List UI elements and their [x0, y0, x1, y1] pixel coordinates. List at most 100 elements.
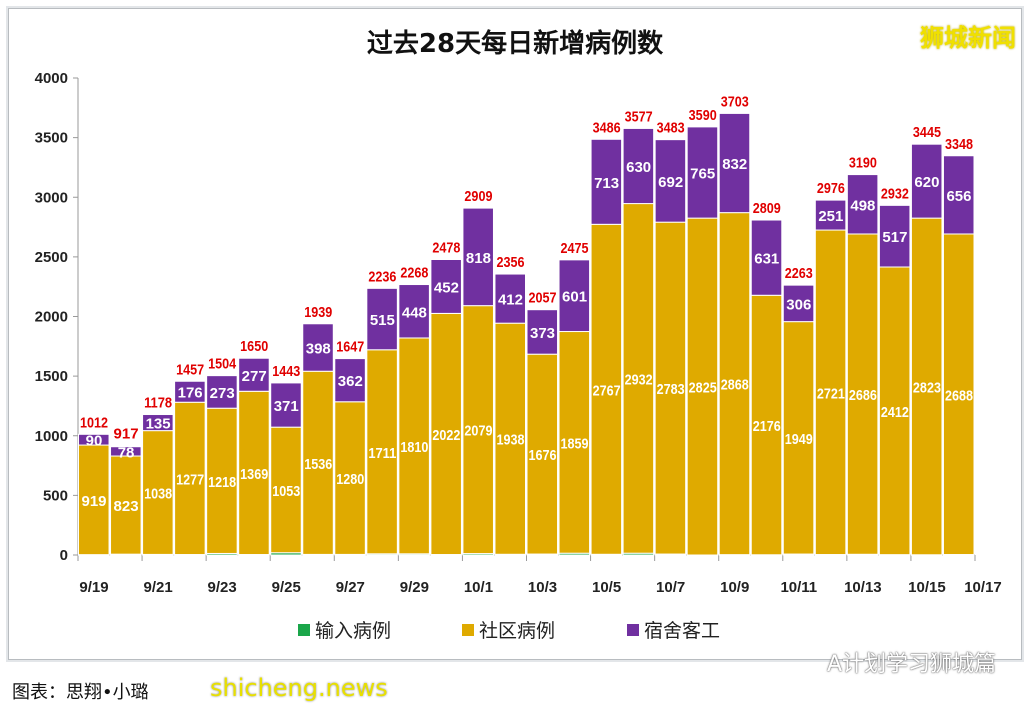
data-label: 1676	[529, 447, 557, 464]
total-label: 3486	[593, 119, 621, 136]
x-tick-label: 10/17	[964, 579, 1002, 596]
total-label: 3577	[625, 108, 653, 125]
chart-frame	[8, 8, 1022, 660]
y-tick-label: 500	[43, 487, 68, 504]
data-label: 832	[722, 156, 747, 173]
bar-segment-2	[302, 323, 334, 372]
bar-segment-2	[622, 127, 655, 205]
total-label: 3445	[913, 124, 941, 141]
bar-segment-1	[558, 331, 591, 554]
data-label: 630	[626, 159, 651, 176]
data-label: 1859	[561, 435, 589, 452]
data-label: 2022	[432, 427, 460, 444]
data-label: 251	[818, 208, 843, 225]
bar-segment-2	[110, 446, 142, 457]
data-label: 398	[306, 341, 331, 358]
bar-segment-1	[366, 349, 398, 555]
data-label: 818	[466, 250, 491, 267]
data-label: 90	[86, 433, 103, 450]
total-label: 3703	[721, 93, 749, 110]
total-label: 2976	[817, 180, 845, 197]
data-label: 371	[274, 398, 299, 415]
data-label: 1218	[208, 474, 236, 491]
data-label: 1280	[336, 471, 364, 488]
data-label: 2412	[881, 404, 909, 421]
total-label: 1504	[208, 356, 237, 373]
y-tick-label: 3000	[35, 189, 68, 206]
legend-label: 社区病例	[479, 620, 555, 642]
bar-segment-1	[622, 203, 655, 554]
y-tick-label: 2500	[35, 249, 68, 266]
data-label: 1038	[144, 486, 172, 503]
y-tick-label: 1000	[35, 428, 68, 445]
total-label: 917	[114, 426, 139, 443]
bar-segment-1	[686, 217, 719, 556]
total-label: 2057	[529, 290, 557, 307]
total-label: 1650	[240, 338, 268, 355]
data-label: 601	[562, 289, 587, 306]
total-label: 1012	[80, 414, 108, 431]
x-tick-label: 10/3	[528, 579, 557, 596]
data-label: 765	[690, 166, 715, 183]
y-tick-label: 0	[60, 547, 68, 564]
data-label: 515	[370, 312, 395, 329]
data-label: 692	[658, 174, 683, 191]
data-label: 2686	[849, 387, 877, 404]
bar-segment-1	[334, 401, 366, 555]
bar-segment-1	[494, 322, 527, 555]
bar-segment-2	[174, 380, 206, 403]
bar-segment-1	[238, 390, 270, 556]
x-tick-label: 9/29	[400, 579, 429, 596]
data-label: 2688	[945, 387, 973, 404]
total-label: 1457	[176, 361, 204, 378]
total-label: 3590	[689, 107, 717, 124]
data-label: 412	[498, 292, 523, 309]
legend-label: 宿舍客工	[644, 620, 720, 642]
x-tick-label: 10/13	[844, 579, 882, 596]
total-label: 1939	[304, 304, 332, 321]
bar-segment-2	[558, 259, 591, 333]
bar-segment-2	[78, 433, 110, 446]
bar-segment-2	[878, 204, 911, 268]
y-tick-label: 4000	[35, 70, 68, 87]
bar-segment-2	[270, 382, 302, 428]
bar-segment-1	[814, 229, 847, 556]
x-tick-label: 10/15	[908, 579, 946, 596]
data-label: 273	[210, 385, 235, 402]
data-label: 1053	[272, 483, 300, 500]
watermark-top-right: 狮城新闻	[920, 24, 1016, 52]
total-label: 3483	[657, 120, 685, 137]
data-label: 2079	[464, 423, 492, 440]
data-label: 1938	[496, 432, 524, 449]
bar-segment-2	[526, 309, 559, 355]
total-label: 2356	[496, 254, 524, 271]
bar-segment-2	[398, 284, 430, 339]
data-label: 2823	[913, 379, 941, 396]
bar-segment-1	[590, 223, 623, 555]
data-label: 1711	[368, 445, 396, 462]
bar-segment-2	[590, 138, 623, 225]
total-label: 2932	[881, 185, 909, 202]
total-label: 2909	[464, 188, 492, 205]
x-tick-label: 9/19	[79, 579, 108, 596]
watermark-wechat: A计划学习狮城篇	[826, 652, 996, 677]
bar-segment-2	[750, 219, 783, 296]
total-label: 2268	[400, 265, 428, 282]
data-label: 1810	[400, 439, 428, 456]
data-label: 135	[146, 416, 171, 433]
y-tick-label: 3500	[35, 130, 68, 147]
bar-segment-2	[238, 357, 270, 392]
data-label: 448	[402, 304, 427, 321]
bar-segment-2	[462, 207, 494, 307]
bar-segment-1	[878, 266, 911, 556]
x-tick-label: 9/27	[336, 579, 365, 596]
bar-segment-1	[174, 401, 206, 556]
total-label: 2236	[368, 268, 396, 285]
bar-segment-2	[494, 273, 527, 324]
data-label: 620	[914, 174, 939, 191]
total-label: 2478	[432, 239, 460, 256]
data-label: 362	[338, 373, 363, 390]
watermark-site: shicheng.news	[210, 674, 388, 702]
data-label: 2767	[593, 382, 621, 399]
bar-segment-2	[686, 126, 719, 219]
